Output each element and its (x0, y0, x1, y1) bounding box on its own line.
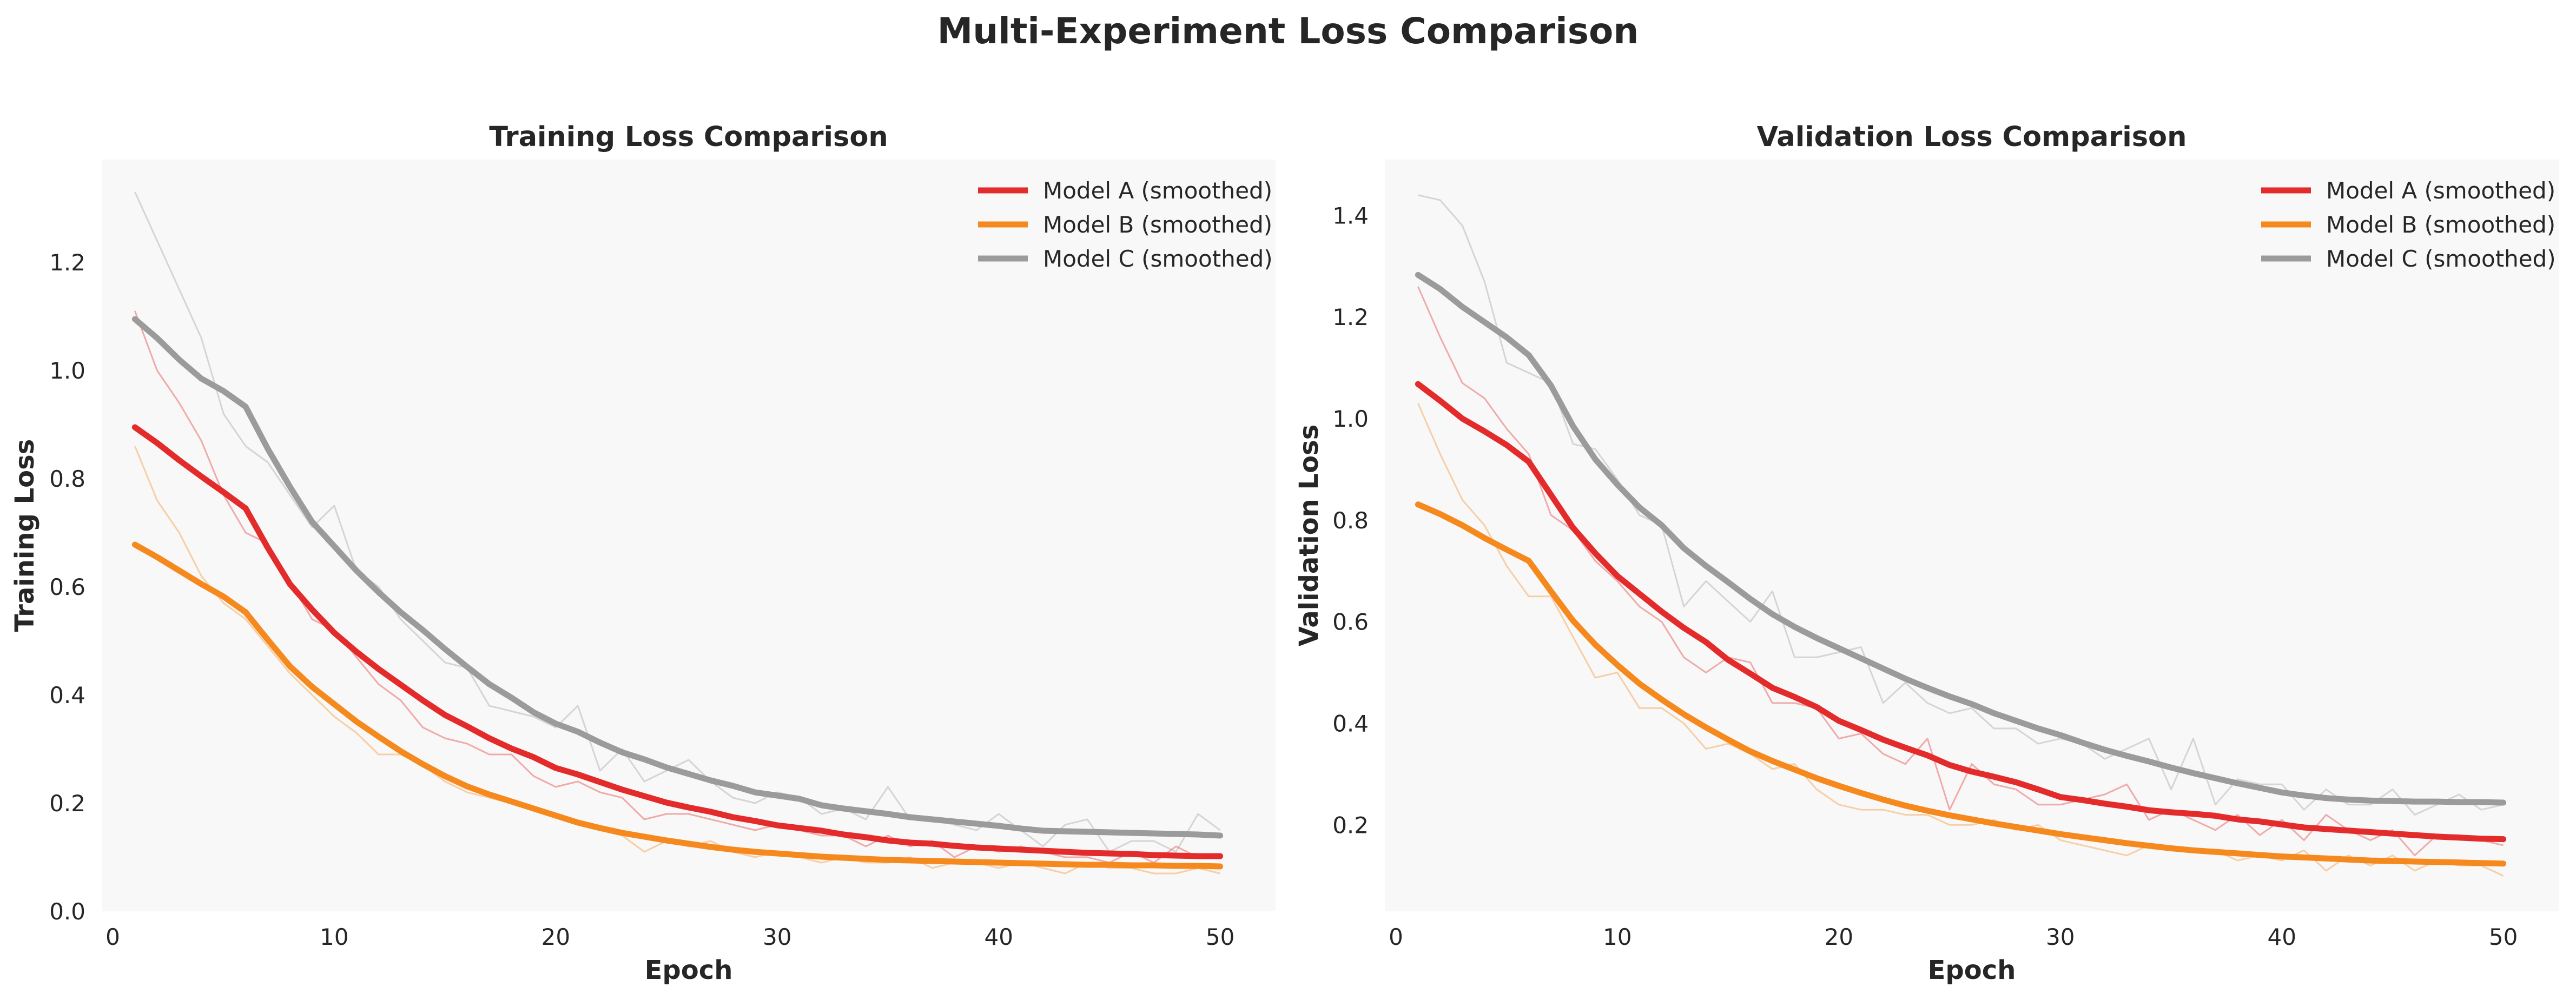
validation-chart-title: Validation Loss Comparison (1757, 121, 2187, 153)
validation-x-axis-label: Epoch (1928, 955, 2016, 985)
training-y-tick-label: 0.4 (49, 682, 85, 708)
validation-x-tick-label: 10 (1603, 924, 1632, 950)
training-loss-panel: Training Loss Comparison Epoch Training … (10, 121, 1276, 985)
validation-x-tick-label: 20 (1825, 924, 1853, 950)
training-y-tick-label: 0.8 (49, 466, 85, 492)
training-x-tick-label: 30 (763, 924, 791, 950)
validation-y-tick-label: 1.0 (1332, 406, 1369, 432)
training-ticks: 0 10 20 30 40 50 0.0 0.2 0.4 0.6 0.8 1.0 1.2 (49, 249, 1234, 950)
validation-legend-label: Model C (smoothed) (2326, 246, 2556, 272)
validation-loss-panel: Validation Loss Comparison Epoch Validat… (1294, 121, 2559, 985)
validation-smoothed-lines (1415, 271, 2507, 867)
training-x-tick-label: 40 (984, 924, 1013, 950)
training-y-tick-label: 1.0 (49, 357, 85, 384)
validation-y-tick-label: 0.6 (1332, 609, 1369, 635)
validation-x-tick-label: 0 (1389, 924, 1403, 950)
validation-y-tick-label: 0.8 (1332, 507, 1369, 534)
training-y-tick-label: 0.6 (49, 574, 85, 600)
training-smoothed-line-1 (131, 424, 1224, 859)
training-plot-area (102, 160, 1276, 911)
validation-smoothed-line-2 (1415, 501, 2507, 867)
training-y-tick-label: 1.2 (49, 249, 85, 276)
validation-x-tick-label: 50 (2489, 924, 2518, 950)
training-legend-label: Model C (smoothed) (1043, 246, 1273, 272)
validation-raw-line-3 (1418, 194, 2504, 816)
training-chart-title: Training Loss Comparison (489, 121, 888, 153)
validation-x-tick-label: 40 (2267, 924, 2296, 950)
validation-legend-label: Model B (smoothed) (2326, 211, 2555, 238)
validation-x-tick-label: 30 (2046, 924, 2075, 950)
validation-raw-lines (1417, 194, 2504, 877)
training-x-tick-label: 20 (541, 924, 570, 950)
validation-smoothed-line-3 (1415, 271, 2507, 806)
validation-y-tick-label: 0.4 (1332, 711, 1369, 737)
training-y-axis-label: Training Loss (10, 439, 40, 632)
validation-y-axis-label: Validation Loss (1294, 425, 1324, 647)
training-smoothed-lines (131, 316, 1224, 870)
training-smoothed-line-2 (131, 541, 1224, 870)
training-legend: Model A (smoothed) Model B (smoothed) Mode… (978, 177, 1273, 272)
validation-y-tick-label: 1.2 (1332, 304, 1369, 330)
validation-raw-line-2 (1417, 403, 2504, 877)
validation-y-tick-label: 1.4 (1332, 202, 1369, 229)
validation-legend-label: Model A (smoothed) (2326, 177, 2555, 204)
training-x-tick-label: 10 (320, 924, 348, 950)
validation-ticks: 0 10 20 30 40 50 0.2 0.4 0.6 0.8 1.0 1.2 1.4 (1332, 202, 2518, 950)
figure-title: Multi-Experiment Loss Comparison (937, 10, 1639, 52)
training-x-tick-label: 50 (1206, 924, 1234, 950)
training-y-tick-label: 0.2 (49, 790, 85, 817)
validation-raw-line-1 (1417, 286, 2504, 857)
validation-y-tick-label: 0.2 (1332, 812, 1369, 838)
training-smoothed-line-3 (131, 316, 1224, 839)
validation-smoothed-line-1 (1415, 381, 2507, 843)
training-x-axis-label: Epoch (645, 955, 733, 985)
validation-legend: Model A (smoothed) Model B (smoothed) Mode… (2261, 177, 2556, 272)
training-legend-label: Model A (smoothed) (1043, 177, 1272, 204)
training-y-tick-label: 0.0 (49, 898, 85, 925)
training-x-tick-label: 0 (105, 924, 120, 950)
training-legend-label: Model B (smoothed) (1043, 211, 1272, 238)
